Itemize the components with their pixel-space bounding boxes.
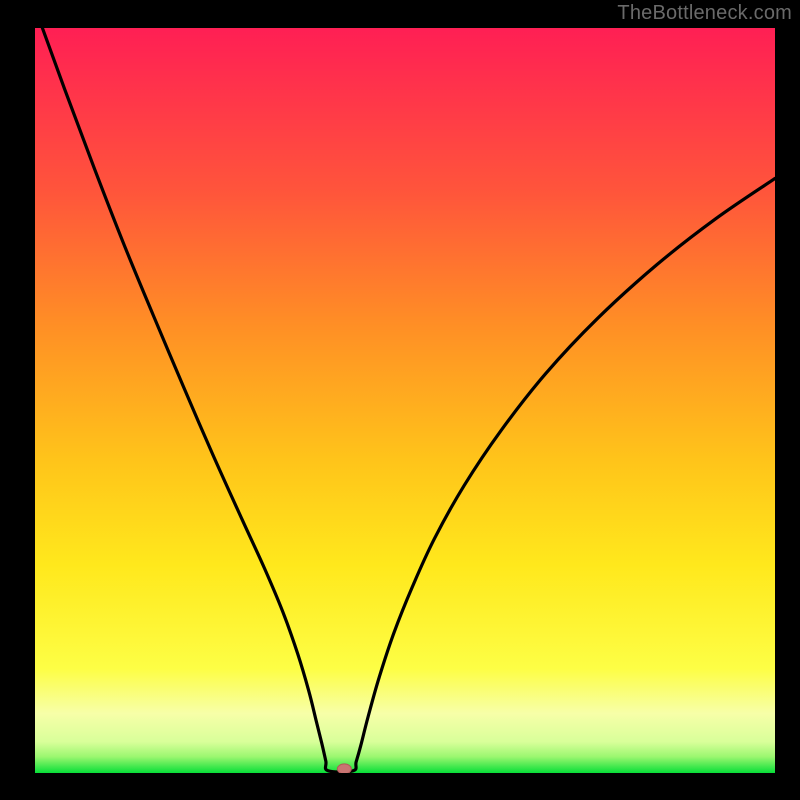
optimal-marker — [337, 764, 351, 773]
chart-container: TheBottleneck.com — [0, 0, 800, 800]
plot-area — [35, 28, 775, 773]
plot-svg — [35, 28, 775, 773]
watermark-text: TheBottleneck.com — [617, 2, 792, 25]
plot-background — [35, 28, 775, 773]
